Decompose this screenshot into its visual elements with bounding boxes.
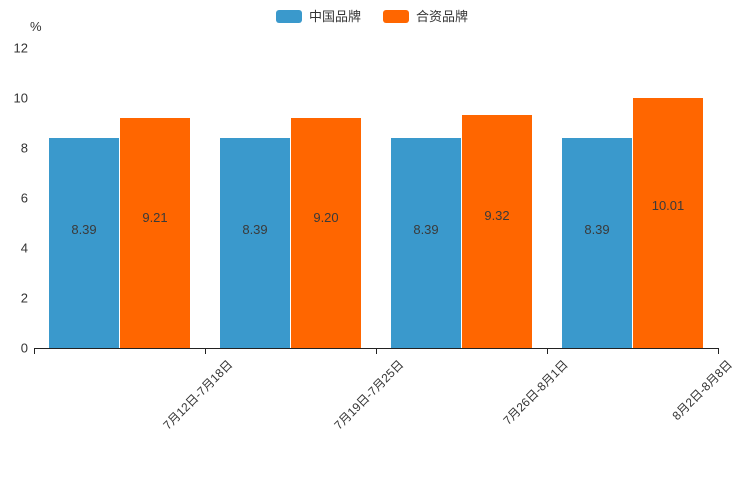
- bar-value-label: 9.20: [313, 210, 339, 225]
- bar[interactable]: 9.21: [120, 117, 190, 348]
- bar[interactable]: 8.39: [220, 138, 290, 348]
- y-axis-tick-label: 6: [20, 190, 28, 206]
- bar-value-label: 8.39: [584, 222, 610, 238]
- bar-value-label: 10.01: [651, 197, 685, 213]
- legend-swatch-icon: [275, 10, 302, 23]
- x-axis-tick: [376, 348, 377, 354]
- bar[interactable]: 8.39: [49, 138, 119, 348]
- y-axis-tick-label: 8: [20, 140, 28, 156]
- y-axis-unit-label: %: [30, 19, 42, 34]
- bar[interactable]: 10.01: [633, 97, 703, 348]
- bar[interactable]: 9.20: [291, 118, 361, 348]
- bar[interactable]: 9.32: [462, 115, 532, 348]
- x-axis-category-label: 8月2日-8月8日: [668, 357, 735, 423]
- bar[interactable]: 8.39: [391, 138, 461, 348]
- legend-item-label: 中国品牌: [308, 9, 361, 24]
- y-axis-tick-label: 4: [20, 240, 28, 256]
- legend-item[interactable]: 中国品牌: [275, 9, 361, 24]
- y-axis-tick-label: 10: [13, 90, 28, 106]
- x-axis-tick: [547, 348, 548, 354]
- y-axis-tick-label: 0: [20, 340, 28, 356]
- bar-value-label: 8.39: [242, 222, 268, 238]
- x-axis-category-label: 7月19日-7月25日: [330, 357, 406, 433]
- legend-item-label: 合资品牌: [416, 9, 469, 24]
- y-axis-tick-label: 12: [13, 40, 28, 56]
- bar-value-label: 8.39: [413, 222, 439, 238]
- legend-item[interactable]: 合资品牌: [383, 10, 468, 23]
- x-axis-tick: [34, 348, 35, 354]
- bar-value-label: 9.21: [142, 209, 168, 225]
- plot-area: 8.39 9.21 8.39 9.20 8.39 9.32 8.39 10.01: [34, 48, 718, 348]
- bar-value-label: 9.32: [484, 208, 510, 223]
- legend-swatch-icon: [383, 10, 409, 23]
- x-axis-tick: [718, 348, 719, 354]
- bar-value-label: 8.39: [71, 222, 97, 238]
- bar[interactable]: 8.39: [562, 138, 632, 348]
- y-axis-tick-label: 2: [20, 290, 28, 306]
- x-axis-category-label: 7月12日-7月18日: [159, 357, 235, 433]
- y-axis-tick-labels: 0 2 4 6 8 10 12: [0, 0, 28, 496]
- x-axis-tick: [205, 348, 206, 354]
- x-axis-category-label: 7月26日-8月1日: [499, 357, 571, 428]
- chart-legend: 中国品牌 合资品牌: [0, 10, 744, 23]
